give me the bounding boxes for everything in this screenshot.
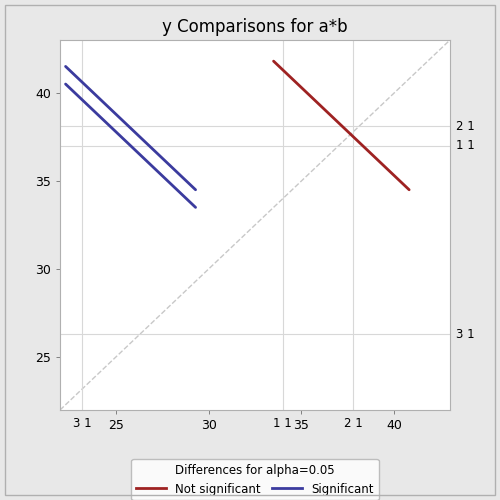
Title: y Comparisons for a*b: y Comparisons for a*b: [162, 18, 348, 36]
Text: 1 1: 1 1: [274, 417, 292, 430]
Text: 1 1: 1 1: [456, 139, 474, 152]
Text: 3 1: 3 1: [73, 417, 92, 430]
Legend: Not significant, Significant: Not significant, Significant: [132, 459, 378, 500]
Text: 2 1: 2 1: [344, 417, 363, 430]
Text: 3 1: 3 1: [456, 328, 474, 340]
Text: 2 1: 2 1: [456, 120, 474, 133]
